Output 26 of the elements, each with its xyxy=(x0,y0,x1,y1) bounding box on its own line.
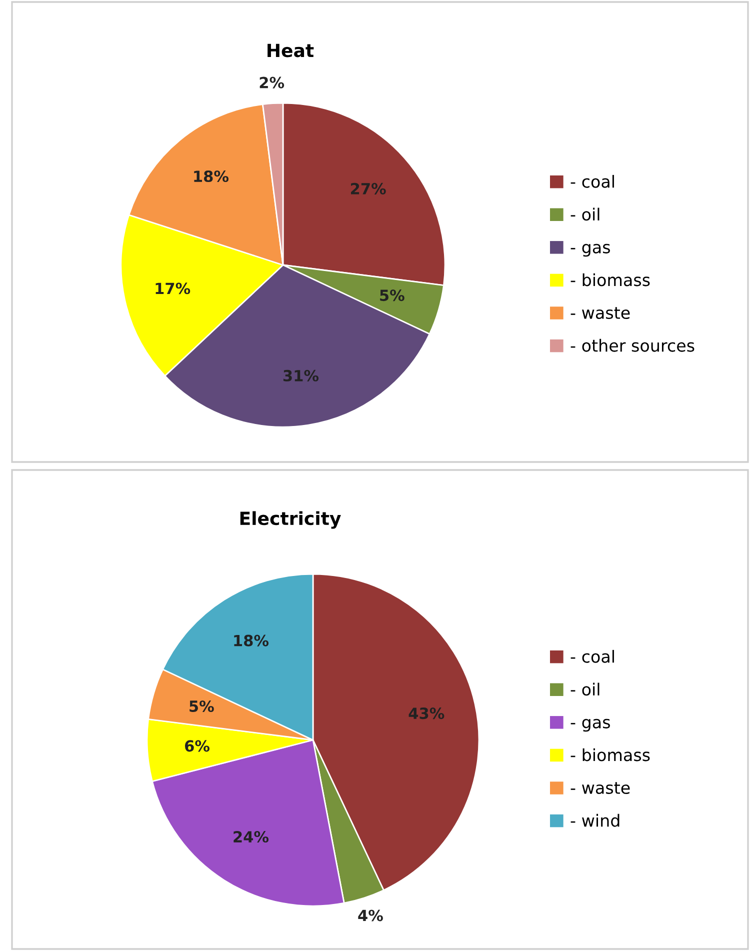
legend-label: - wind xyxy=(570,814,620,827)
data-label: 31% xyxy=(283,370,319,382)
data-label: 5% xyxy=(380,290,404,302)
chart-title: Electricity xyxy=(240,511,341,529)
chart-title: Heat xyxy=(268,44,314,58)
legend-label: - other sources xyxy=(570,338,694,352)
legend-label: - oil xyxy=(570,682,600,696)
legend-label: - waste xyxy=(570,307,630,320)
data-label: 17% xyxy=(156,282,190,294)
data-label: 4% xyxy=(358,910,383,922)
legend-label: - waste xyxy=(570,782,630,794)
legend-label: - biomass xyxy=(570,273,650,286)
data-label: 24% xyxy=(234,830,269,843)
data-label: 5% xyxy=(190,700,214,712)
legend-label: - oil xyxy=(570,208,600,221)
data-label: 18% xyxy=(194,170,229,182)
data-label: 27% xyxy=(350,182,386,194)
data-label: 2% xyxy=(260,76,284,88)
legend-label: - gas xyxy=(570,718,610,732)
legend-label: - coal xyxy=(570,650,614,663)
data-label: 18% xyxy=(234,634,269,646)
legend-label: - gas xyxy=(570,244,610,257)
legend-label: - biomass xyxy=(570,748,650,762)
data-label: 43% xyxy=(408,708,444,720)
legend-label: - coal xyxy=(570,174,614,188)
data-label: 6% xyxy=(185,740,210,752)
